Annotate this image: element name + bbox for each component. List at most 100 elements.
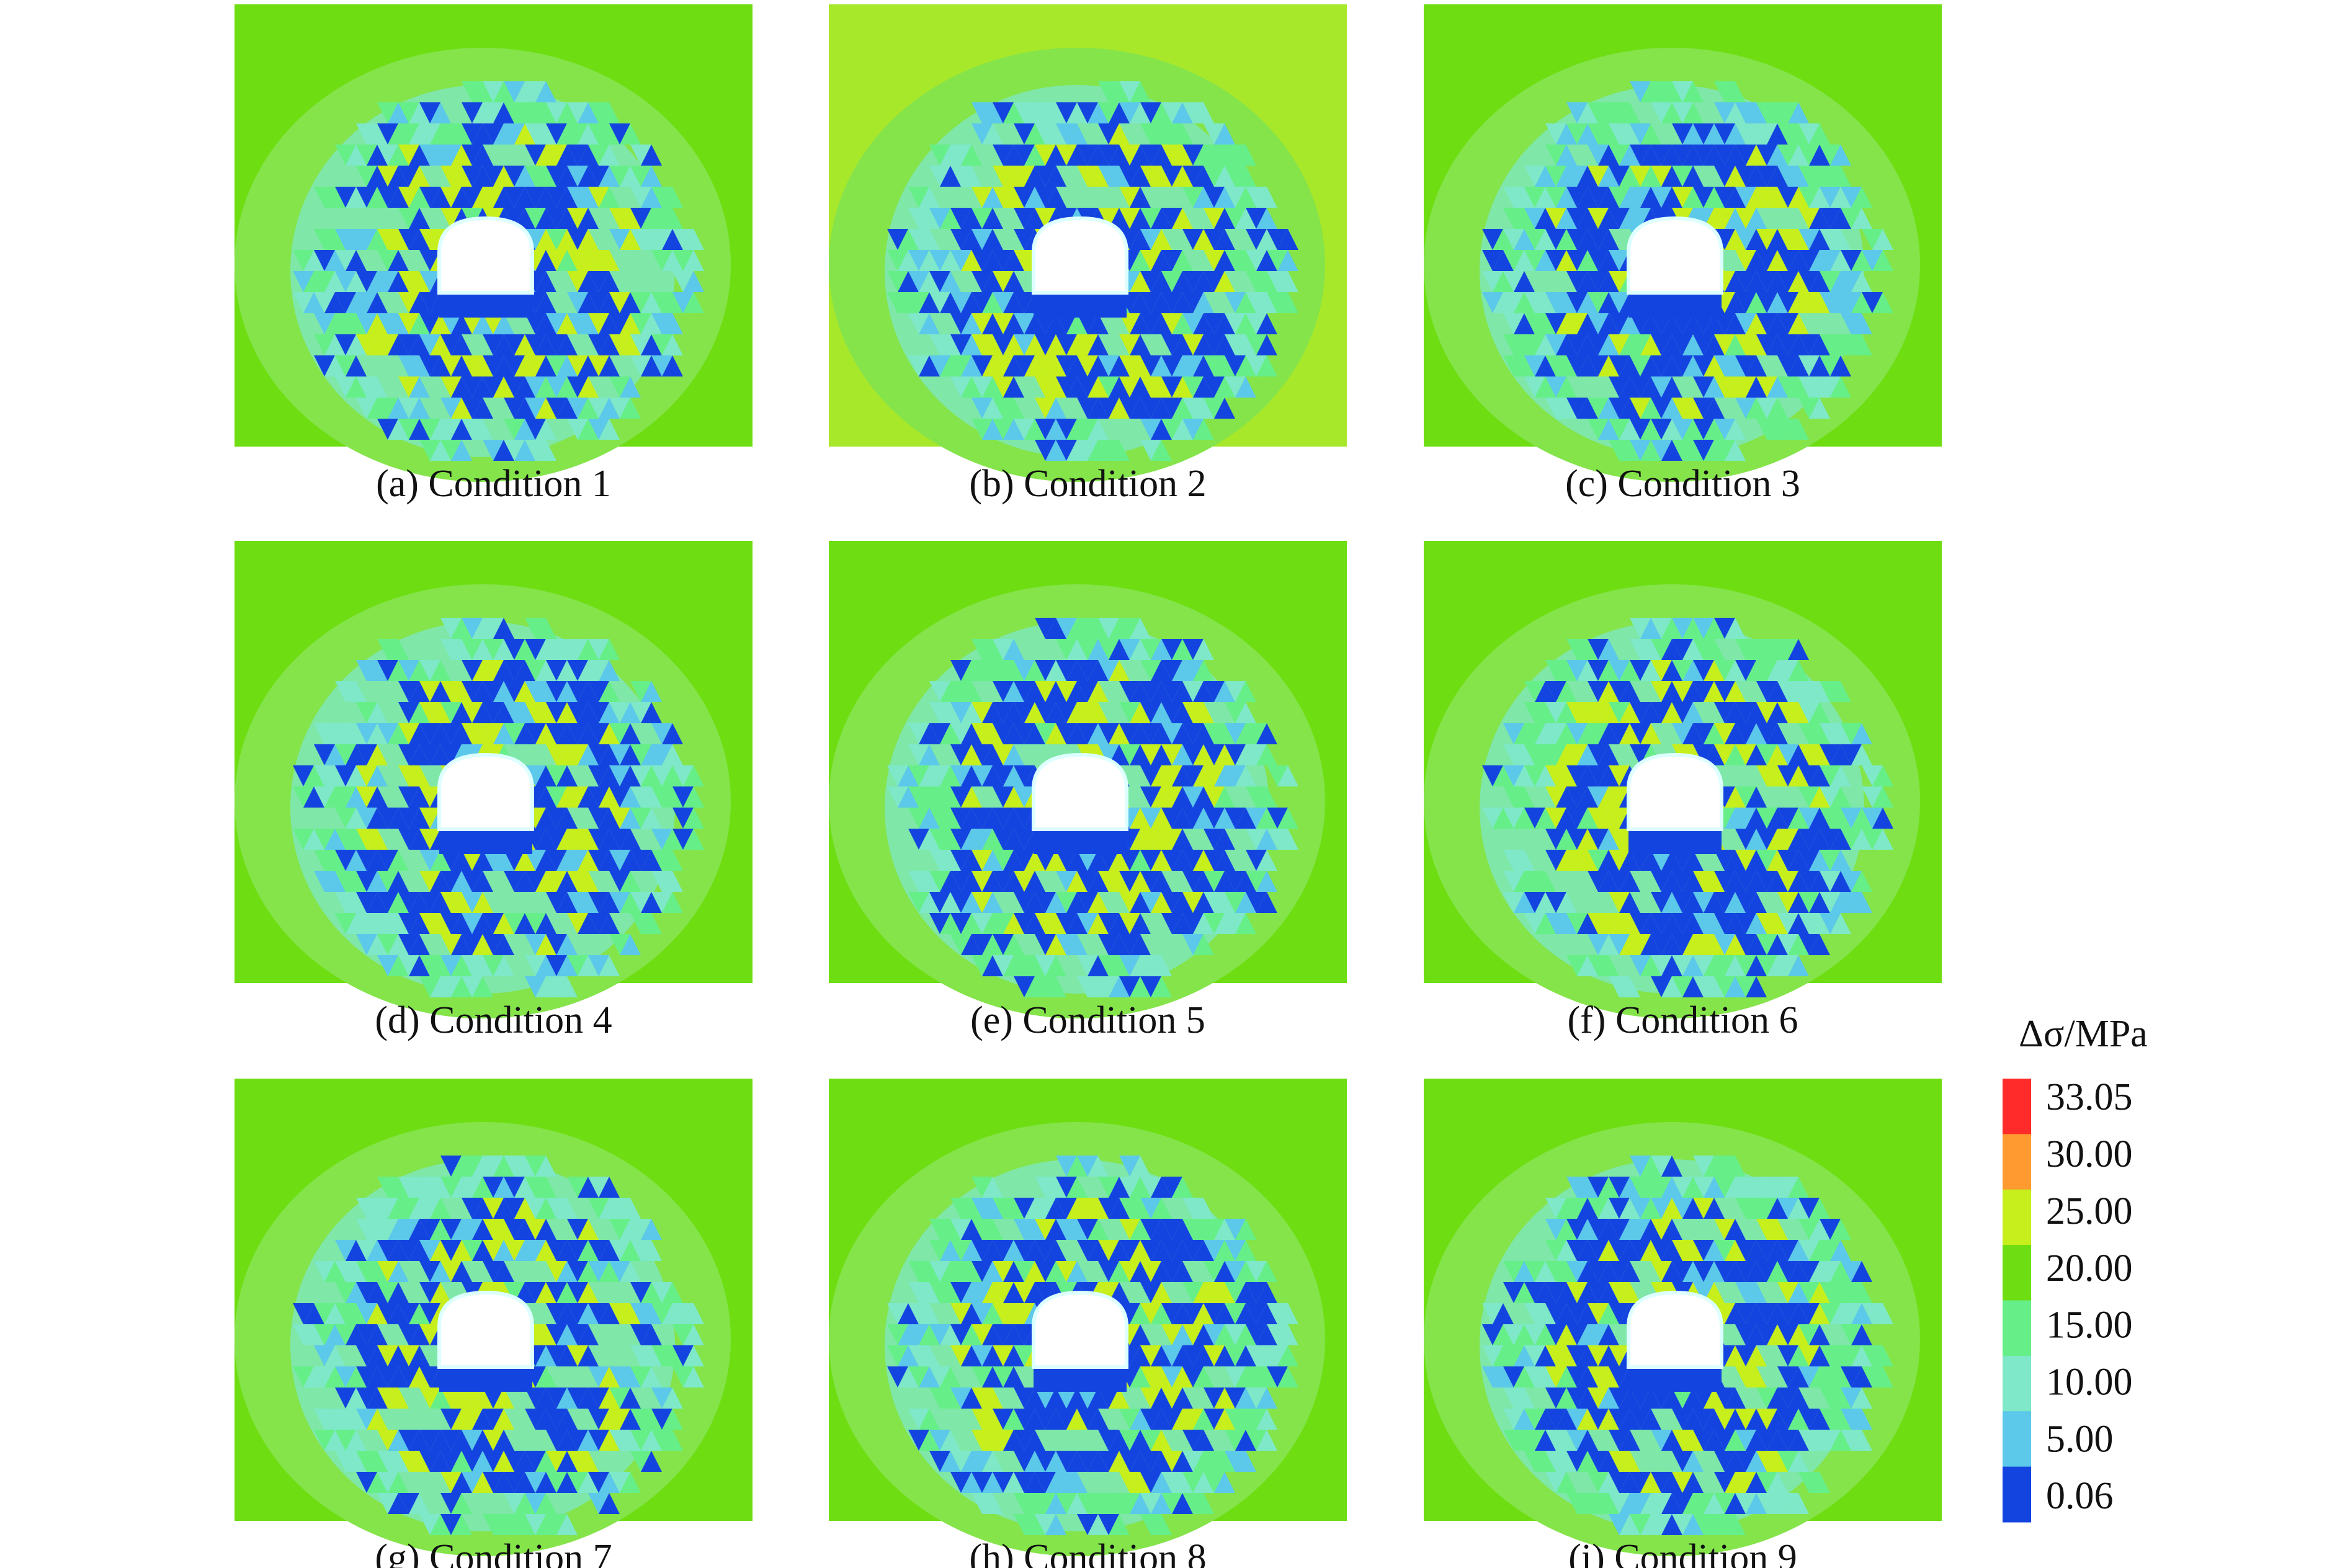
mesh-element <box>887 292 908 313</box>
mesh-element <box>430 660 451 681</box>
mesh-element <box>1014 1472 1035 1493</box>
mesh-element <box>1830 250 1851 271</box>
mesh-element <box>367 1345 388 1366</box>
mesh-element <box>1088 618 1109 639</box>
mesh-element <box>1609 871 1630 892</box>
mesh-element <box>1098 1451 1119 1472</box>
mesh-element <box>335 1261 356 1282</box>
mesh-element <box>950 1261 972 1282</box>
mesh-element <box>356 187 377 208</box>
mesh-element <box>961 1261 982 1282</box>
mesh-element <box>1172 292 1193 313</box>
mesh-element <box>1024 976 1045 997</box>
mesh-element <box>599 102 620 123</box>
mesh-element <box>588 419 609 440</box>
mesh-element <box>1204 271 1225 292</box>
mesh-element <box>1182 850 1204 871</box>
mesh-element <box>388 1430 409 1451</box>
mesh-element <box>961 250 982 271</box>
mesh-element <box>1788 1388 1809 1409</box>
mesh-element <box>1193 765 1214 786</box>
mesh-element <box>1130 208 1151 229</box>
mesh-element <box>1725 419 1746 440</box>
tunnel-floor <box>439 829 532 854</box>
mesh-element <box>1566 808 1588 829</box>
mesh-element <box>1482 250 1503 271</box>
mesh-element <box>293 765 314 786</box>
mesh-element <box>1077 398 1098 419</box>
mesh-element <box>1088 1409 1109 1430</box>
mesh-element <box>1566 355 1588 376</box>
mesh-element <box>1588 660 1609 681</box>
mesh-element <box>1735 1472 1756 1493</box>
mesh-element <box>1503 765 1524 786</box>
mesh-element <box>1651 892 1672 913</box>
mesh-element <box>1693 639 1714 660</box>
mesh-element <box>335 250 356 271</box>
mesh-element <box>1045 681 1066 702</box>
mesh-element <box>1003 955 1024 976</box>
mesh-element <box>346 913 367 934</box>
colorbar-label: 20.00 <box>2046 1247 2133 1290</box>
mesh-element <box>609 334 630 355</box>
mesh-element <box>1014 102 1035 123</box>
mesh-element <box>1609 292 1630 313</box>
mesh-element <box>599 187 620 208</box>
mesh-element <box>1746 808 1767 829</box>
mesh-element <box>1619 1261 1640 1282</box>
mesh-element <box>430 1177 451 1198</box>
mesh-element <box>1640 618 1661 639</box>
mesh-element <box>419 1198 440 1219</box>
mesh-element <box>1151 765 1172 786</box>
mesh-element <box>929 723 950 744</box>
mesh-element <box>1714 660 1735 681</box>
mesh-element <box>1182 871 1204 892</box>
mesh-element <box>419 1261 440 1282</box>
mesh-element <box>1798 1261 1820 1282</box>
mesh-element <box>1746 850 1767 871</box>
mesh-element <box>1619 1198 1640 1219</box>
mesh-element <box>683 250 704 271</box>
mesh-element <box>388 334 409 355</box>
mesh-element <box>887 1324 908 1345</box>
mesh-element <box>546 102 567 123</box>
mesh-element <box>588 639 609 660</box>
mesh-element <box>599 786 620 808</box>
mesh-element <box>1109 102 1130 123</box>
mesh-element <box>1588 765 1609 786</box>
mesh-element <box>599 829 620 850</box>
mesh-element <box>1119 145 1140 166</box>
mesh-element <box>1830 1388 1851 1409</box>
mesh-element <box>525 1282 546 1303</box>
mesh-element <box>609 123 630 145</box>
mesh-element <box>1630 208 1651 229</box>
mesh-element <box>567 871 588 892</box>
mesh-element <box>1535 744 1556 765</box>
mesh-element <box>1545 123 1566 145</box>
mesh-element <box>1267 271 1288 292</box>
mesh-element <box>1056 1493 1077 1514</box>
mesh-element <box>1725 681 1746 702</box>
mesh-element <box>1161 271 1182 292</box>
mesh-element <box>367 1303 388 1324</box>
mesh-element <box>1151 292 1172 313</box>
mesh-element <box>440 1219 462 1240</box>
mesh-element <box>950 829 972 850</box>
mesh-element <box>1704 1261 1725 1282</box>
mesh-element <box>451 850 472 871</box>
mesh-element <box>388 271 409 292</box>
mesh-element <box>1809 166 1830 187</box>
mesh-element <box>1024 1240 1045 1261</box>
mesh-element <box>1056 376 1077 398</box>
mesh-element <box>1598 660 1619 681</box>
mesh-element <box>898 271 919 292</box>
mesh-element <box>1798 892 1820 913</box>
mesh-element <box>1798 334 1820 355</box>
mesh-element <box>556 313 578 334</box>
mesh-element <box>1524 208 1545 229</box>
colorbar-label: 25.00 <box>2046 1190 2133 1232</box>
mesh-element <box>630 1324 651 1345</box>
mesh-element <box>609 850 630 871</box>
mesh-element <box>409 376 430 398</box>
mesh-element <box>1035 145 1056 166</box>
